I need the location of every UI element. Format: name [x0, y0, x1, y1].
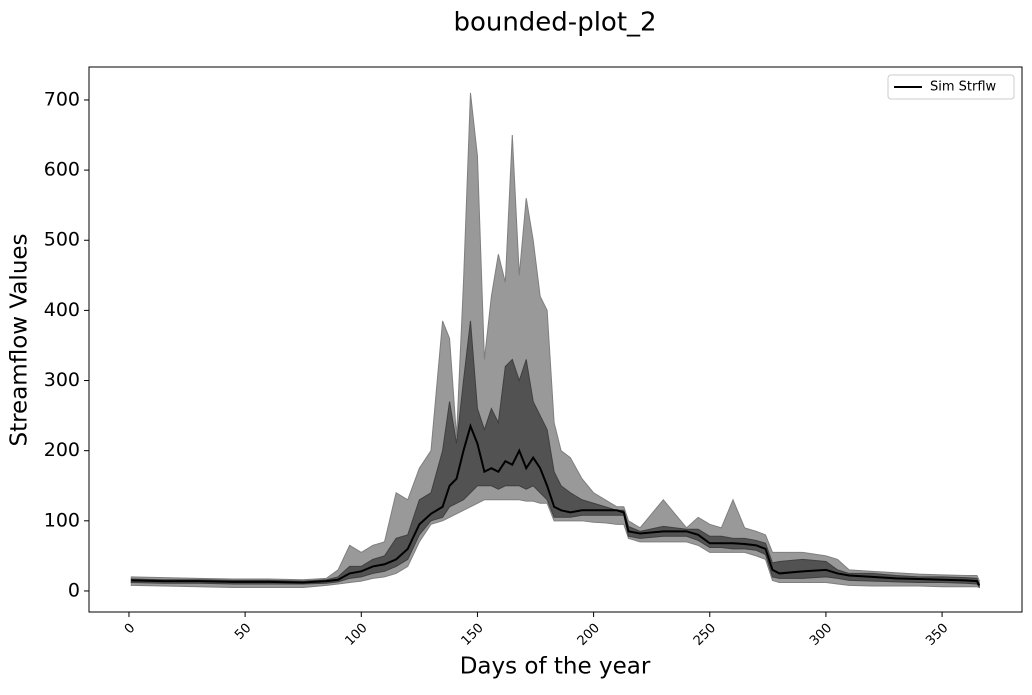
y-tick-label: 400	[44, 299, 80, 321]
line	[131, 423, 981, 586]
legend-box	[887, 74, 1015, 100]
x-tick-label: 250	[691, 621, 719, 649]
legend-label: Sim Strflw	[930, 80, 997, 95]
x-tick-label: 50	[232, 621, 254, 643]
x-axis-label: Days of the year	[460, 654, 651, 680]
x-tick-label: 350	[923, 621, 951, 649]
legend: Sim Strflw	[887, 74, 1015, 100]
chart-title: bounded-plot_2	[453, 8, 656, 38]
x-tick-label: 300	[807, 621, 835, 649]
y-tick-label: 0	[68, 579, 80, 601]
x-tick-label: 200	[575, 621, 603, 649]
x-tick-label: 100	[342, 621, 370, 649]
y-tick-label: 100	[44, 509, 80, 531]
x-tick-label: 150	[459, 621, 487, 649]
y-tick-label: 200	[44, 439, 80, 461]
x-tick-label: 0	[122, 621, 138, 637]
y-tick-label: 600	[44, 159, 80, 181]
plot-frame	[88, 66, 1023, 613]
y-axis-label: Streamflow Values	[7, 233, 33, 446]
band	[130, 320, 980, 589]
y-tick-label: 300	[44, 369, 80, 391]
y-tick-label: 700	[44, 88, 80, 110]
y-tick-label: 500	[44, 229, 80, 251]
